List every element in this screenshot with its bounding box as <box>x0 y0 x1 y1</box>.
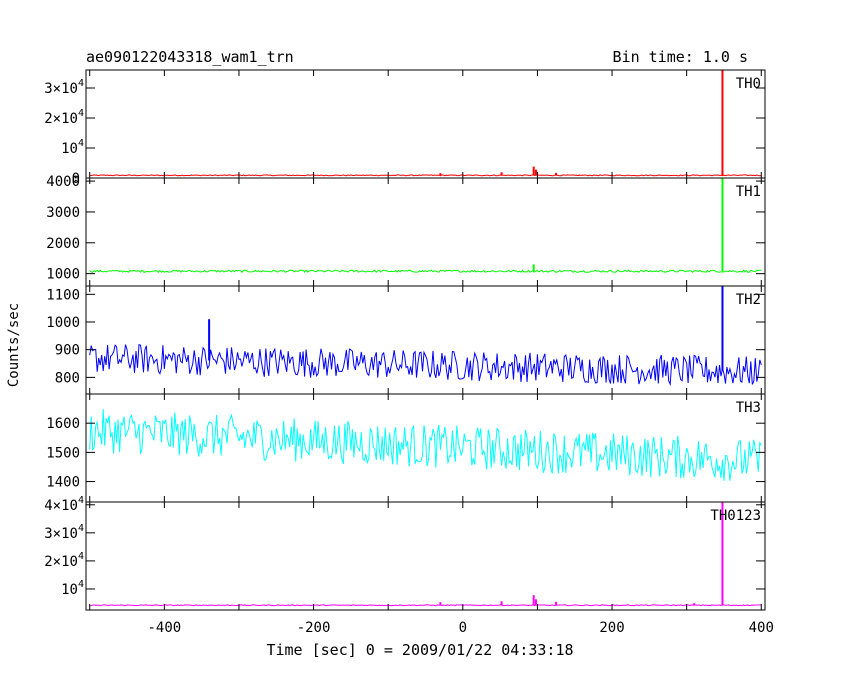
y-tick-label: 2000 <box>46 236 80 252</box>
y-tick-label: 2×104 <box>44 108 84 127</box>
x-tick-label: 0 <box>459 620 467 636</box>
series-line-th2 <box>89 344 762 387</box>
panel-frame <box>85 69 766 179</box>
y-tick-label: 800 <box>55 370 80 386</box>
y-tick-label: 2×104 <box>44 551 84 570</box>
y-tick-label: 900 <box>55 343 80 359</box>
series-line-th3 <box>89 409 762 481</box>
x-axis: -400 -200 0 200 400 <box>147 620 773 636</box>
y-tick-label: 1400 <box>46 475 80 491</box>
y-tick-label: 3000 <box>46 205 80 221</box>
panel-label-th0: TH0 <box>736 76 761 92</box>
x-tick-label: -200 <box>297 620 331 636</box>
y-tick-label: 1000 <box>46 315 80 331</box>
panels-group: 0 104 2×104 3×104 TH0 1000 2000 3000 4000 TH1 800 9… <box>44 69 766 611</box>
bin-time-label: Bin time: 1.0 s <box>613 48 748 66</box>
panel-th2: 800 900 1000 1100 TH2 <box>46 285 766 395</box>
panel-label-th0123: TH0123 <box>710 508 761 524</box>
x-tick-label: -400 <box>147 620 181 636</box>
x-axis-label: Time [sec] 0 = 2009/01/22 04:33:18 <box>266 641 573 659</box>
panel-th3: 1400 1500 1600 TH3 <box>46 393 766 503</box>
series-line-th1 <box>89 269 762 274</box>
panel-label-th2: TH2 <box>736 292 761 308</box>
panel-frame <box>85 285 766 395</box>
y-tick-label: 3×104 <box>44 523 84 542</box>
panel-label-th3: TH3 <box>736 400 761 416</box>
x-tick-label: 400 <box>749 620 774 636</box>
y-tick-label: 1500 <box>46 445 80 461</box>
y-tick-label: 104 <box>61 579 84 598</box>
y-tick-label: 1000 <box>46 267 80 283</box>
y-tick-label: 1100 <box>46 287 80 303</box>
panel-frame <box>85 501 766 611</box>
panel-th0: 0 104 2×104 3×104 TH0 <box>44 69 766 187</box>
y-tick-label: 4×104 <box>44 495 84 514</box>
y-tick-label: 1600 <box>46 416 80 432</box>
chart-title: ae090122043318_wam1_trn <box>86 48 294 66</box>
series-line-th0123 <box>89 604 762 607</box>
y-axis-label: Counts/sec <box>6 303 22 387</box>
y-tick-label: 4000 <box>46 174 80 190</box>
y-tick-label: 3×104 <box>44 78 84 97</box>
panel-th0123: 104 2×104 3×104 4×104 TH0123 <box>44 495 766 611</box>
series-line-th0 <box>89 174 762 177</box>
y-tick-label: 0 <box>72 171 80 187</box>
panel-frame <box>85 177 766 287</box>
y-tick-label: 104 <box>61 138 84 157</box>
panel-th1: 1000 2000 3000 4000 TH1 <box>46 174 766 287</box>
panel-label-th1: TH1 <box>736 184 761 200</box>
x-tick-label: 200 <box>599 620 624 636</box>
